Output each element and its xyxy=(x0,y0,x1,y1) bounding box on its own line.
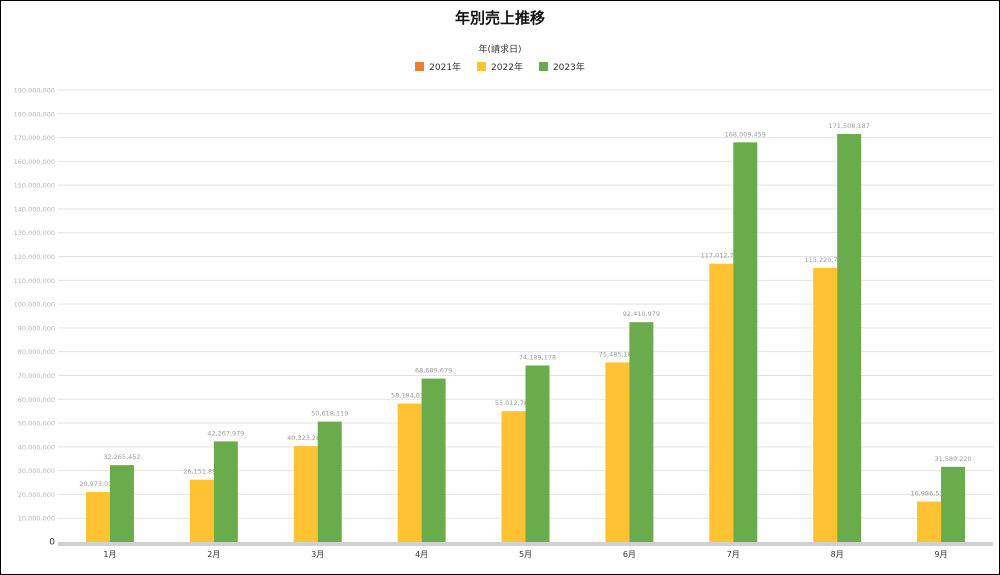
x-tick-label: 7月 xyxy=(727,550,740,559)
bar xyxy=(109,465,134,542)
legend-item-2022[interactable]: 2022年 xyxy=(477,60,523,73)
legend-title: 年(請求日) xyxy=(478,45,522,55)
bar xyxy=(733,142,758,542)
y-tick-label: 90,000,000 xyxy=(18,324,55,332)
y-tick-label: 40,000,000 xyxy=(18,443,55,451)
y-tick-label: 130,000,000 xyxy=(14,229,55,237)
y-tick-label: 150,000,000 xyxy=(14,182,55,190)
data-label: 32,265,452 xyxy=(103,453,140,461)
data-label: 68,689,679 xyxy=(415,367,452,375)
bar xyxy=(709,263,734,542)
bar xyxy=(605,362,630,542)
bar xyxy=(917,501,942,542)
legend-item-2023[interactable]: 2023年 xyxy=(538,60,585,73)
x-tick-label: 2月 xyxy=(207,550,220,559)
y-tick-label: 80,000,000 xyxy=(18,348,55,356)
x-axis-baseline xyxy=(58,542,993,546)
bar xyxy=(813,267,838,542)
data-label: 31,589,220 xyxy=(934,455,971,463)
data-label: 26,151,892 xyxy=(183,468,220,476)
data-label: 58,184,039 xyxy=(391,392,428,400)
bar xyxy=(525,365,550,542)
data-label: 40,323,281 xyxy=(287,434,324,442)
legend-label-2022: 2022年 xyxy=(491,63,523,73)
legend-swatch-2021 xyxy=(415,62,425,71)
x-tick-label: 6月 xyxy=(623,550,636,559)
y-tick-label: 190,000,000 xyxy=(14,87,55,95)
y-tick-label: 10,000,000 xyxy=(18,515,55,523)
data-label: 42,267,979 xyxy=(207,429,244,437)
y-tick-label: 60,000,000 xyxy=(18,396,55,404)
data-label: 171,508,187 xyxy=(828,122,869,130)
legend-swatch-2022 xyxy=(477,62,487,71)
bar xyxy=(213,441,238,542)
y-tick-label: 160,000,000 xyxy=(14,158,55,166)
y-tick-label: 30,000,000 xyxy=(18,467,55,475)
data-label: 168,009,459 xyxy=(725,130,766,138)
legend-swatch-2023 xyxy=(538,62,548,71)
bar xyxy=(629,322,654,542)
data-label: 117,012,728 xyxy=(701,252,742,260)
x-tick-label: 9月 xyxy=(935,550,948,559)
x-tick-label: 5月 xyxy=(519,550,532,559)
data-label: 16,986,537 xyxy=(910,490,947,498)
data-label: 74,189,178 xyxy=(519,353,556,361)
legend-label-2021: 2021年 xyxy=(429,63,462,73)
y-tick-label: 140,000,000 xyxy=(14,205,55,213)
y-tick-label: 0 xyxy=(49,538,55,548)
x-tick-label: 4月 xyxy=(415,550,428,559)
data-label: 115,220,751 xyxy=(804,256,845,264)
y-tick-label: 50,000,000 xyxy=(18,420,55,428)
bar xyxy=(85,492,110,542)
bar xyxy=(189,479,214,542)
bar xyxy=(941,466,966,542)
legend-label-2023: 2023年 xyxy=(552,63,585,73)
x-tick-label: 3月 xyxy=(311,550,324,559)
bar xyxy=(837,134,862,542)
legend-item-2021[interactable]: 2021年 xyxy=(415,60,461,73)
y-tick-label: 20,000,000 xyxy=(18,491,55,499)
y-tick-label: 100,000,000 xyxy=(14,301,55,309)
x-tick-label: 1月 xyxy=(103,550,116,559)
data-label: 75,485,182 xyxy=(599,350,636,358)
bar xyxy=(293,446,318,542)
data-label: 50,618,119 xyxy=(311,410,348,418)
bar xyxy=(317,421,342,542)
chart-title: 年別売上推移 xyxy=(454,9,545,27)
bar xyxy=(501,411,526,542)
bar xyxy=(421,378,446,542)
x-tick-label: 8月 xyxy=(831,550,844,559)
data-label: 92,410,979 xyxy=(623,310,660,318)
data-label: 20,973,036 xyxy=(79,480,116,488)
y-tick-label: 70,000,000 xyxy=(18,372,55,380)
y-tick-label: 120,000,000 xyxy=(14,253,55,261)
legend: 2021年 2022年 2023年 xyxy=(1,60,999,73)
y-tick-label: 170,000,000 xyxy=(14,134,55,142)
y-tick-label: 180,000,000 xyxy=(14,110,55,118)
y-tick-label: 110,000,000 xyxy=(14,277,55,285)
data-label: 55,012,788 xyxy=(495,399,532,407)
bar xyxy=(397,403,422,542)
